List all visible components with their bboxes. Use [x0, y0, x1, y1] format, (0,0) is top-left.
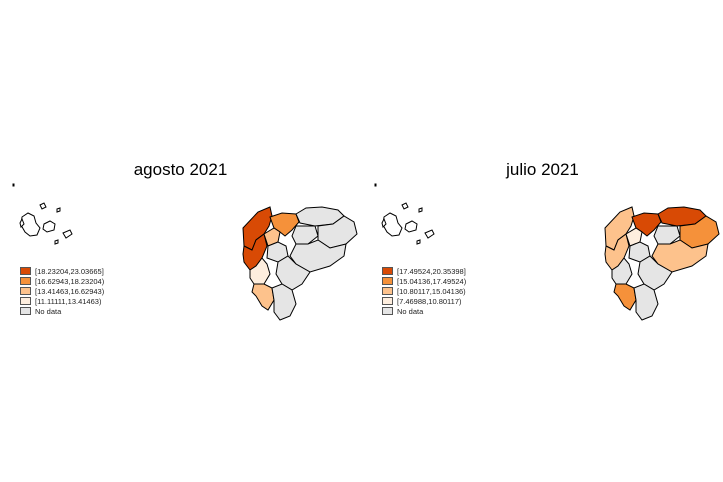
legend-item: [13.41463,16.62943) [20, 286, 104, 296]
map-legend: [17.49524,20.35398] [15.04136,17.49524) [1… [382, 266, 466, 316]
legend-label: [11.11111,13.41463) [35, 296, 102, 306]
map-panel-agosto: agosto 2021 [18.23204,23.03665] [16.62943… [0, 0, 361, 482]
legend-label: No data [397, 306, 424, 316]
legend-swatch [20, 277, 31, 285]
province-guayas [611, 257, 633, 285]
galapagos-genovesa [418, 207, 423, 213]
galapagos-darwin [374, 183, 377, 187]
province-morona-santiago [637, 255, 673, 291]
galapagos-santa-cruz [404, 220, 418, 233]
map-legend: [18.23204,23.03665] [16.62943,18.23204) [1… [20, 266, 104, 316]
legend-label: [10.80117,15.04136) [397, 286, 466, 296]
legend-item: [15.04136,17.49524) [382, 276, 466, 286]
legend-swatch [20, 287, 31, 295]
map-title: agosto 2021 [133, 160, 228, 179]
legend-item: [17.49524,20.35398] [382, 266, 466, 276]
galapagos-isabela [382, 212, 403, 237]
galapagos-isabela [20, 212, 41, 237]
legend-swatch [382, 277, 393, 285]
legend-item: [10.80117,15.04136) [382, 286, 466, 296]
galapagos-san-cristobal [62, 229, 73, 239]
legend-label: [16.62943,18.23204) [35, 276, 105, 286]
province-zamora-chinchipe [271, 283, 297, 321]
galapagos-santiago [401, 202, 409, 210]
galapagos-darwin [12, 183, 15, 187]
legend-label: [13.41463,16.62943) [35, 286, 105, 296]
legend-swatch [382, 267, 393, 275]
province-el-oro-loja [613, 283, 637, 311]
province-santo-domingo [263, 227, 281, 247]
legend-swatch [382, 307, 393, 315]
legend-swatch [20, 297, 31, 305]
galapagos-santiago [39, 202, 47, 210]
galapagos-fernandina [381, 217, 387, 228]
legend-item: [18.23204,23.03665] [20, 266, 104, 276]
mainland-provinces [242, 206, 358, 321]
galapagos-fernandina [19, 217, 25, 228]
legend-item: [11.11111,13.41463) [20, 296, 104, 306]
province-el-oro-loja [251, 283, 275, 311]
legend-swatch [20, 267, 31, 275]
legend-label: [15.04136,17.49524) [397, 276, 467, 286]
ecuador-choropleth-map [374, 183, 720, 321]
galapagos-santa-cruz [42, 220, 56, 233]
ecuador-choropleth-map [12, 183, 358, 321]
map-panel-julio: julio 2021 [17.49524,20.35398] [15.04136,… [362, 0, 723, 482]
province-morona-santiago [275, 255, 311, 291]
legend-item: [7.46988,10.80117) [382, 296, 466, 306]
legend-swatch [382, 287, 393, 295]
legend-item: No data [382, 306, 466, 316]
legend-swatch [382, 297, 393, 305]
galapagos-genovesa [56, 207, 61, 213]
province-santo-domingo [625, 227, 643, 247]
legend-item: No data [20, 306, 104, 316]
province-guayas [249, 257, 271, 285]
mainland-provinces [604, 206, 720, 321]
legend-label: [18.23204,23.03665] [35, 266, 104, 276]
galapagos-islands [12, 183, 73, 245]
galapagos-san-cristobal [424, 229, 435, 239]
province-zamora-chinchipe [633, 283, 659, 321]
galapagos-floreana [54, 239, 59, 245]
legend-swatch [20, 307, 31, 315]
legend-item: [16.62943,18.23204) [20, 276, 104, 286]
map-title: julio 2021 [506, 160, 579, 179]
galapagos-floreana [416, 239, 421, 245]
galapagos-islands [374, 183, 435, 245]
legend-label: [7.46988,10.80117) [397, 296, 462, 306]
legend-label: [17.49524,20.35398] [397, 266, 466, 276]
legend-label: No data [35, 306, 62, 316]
